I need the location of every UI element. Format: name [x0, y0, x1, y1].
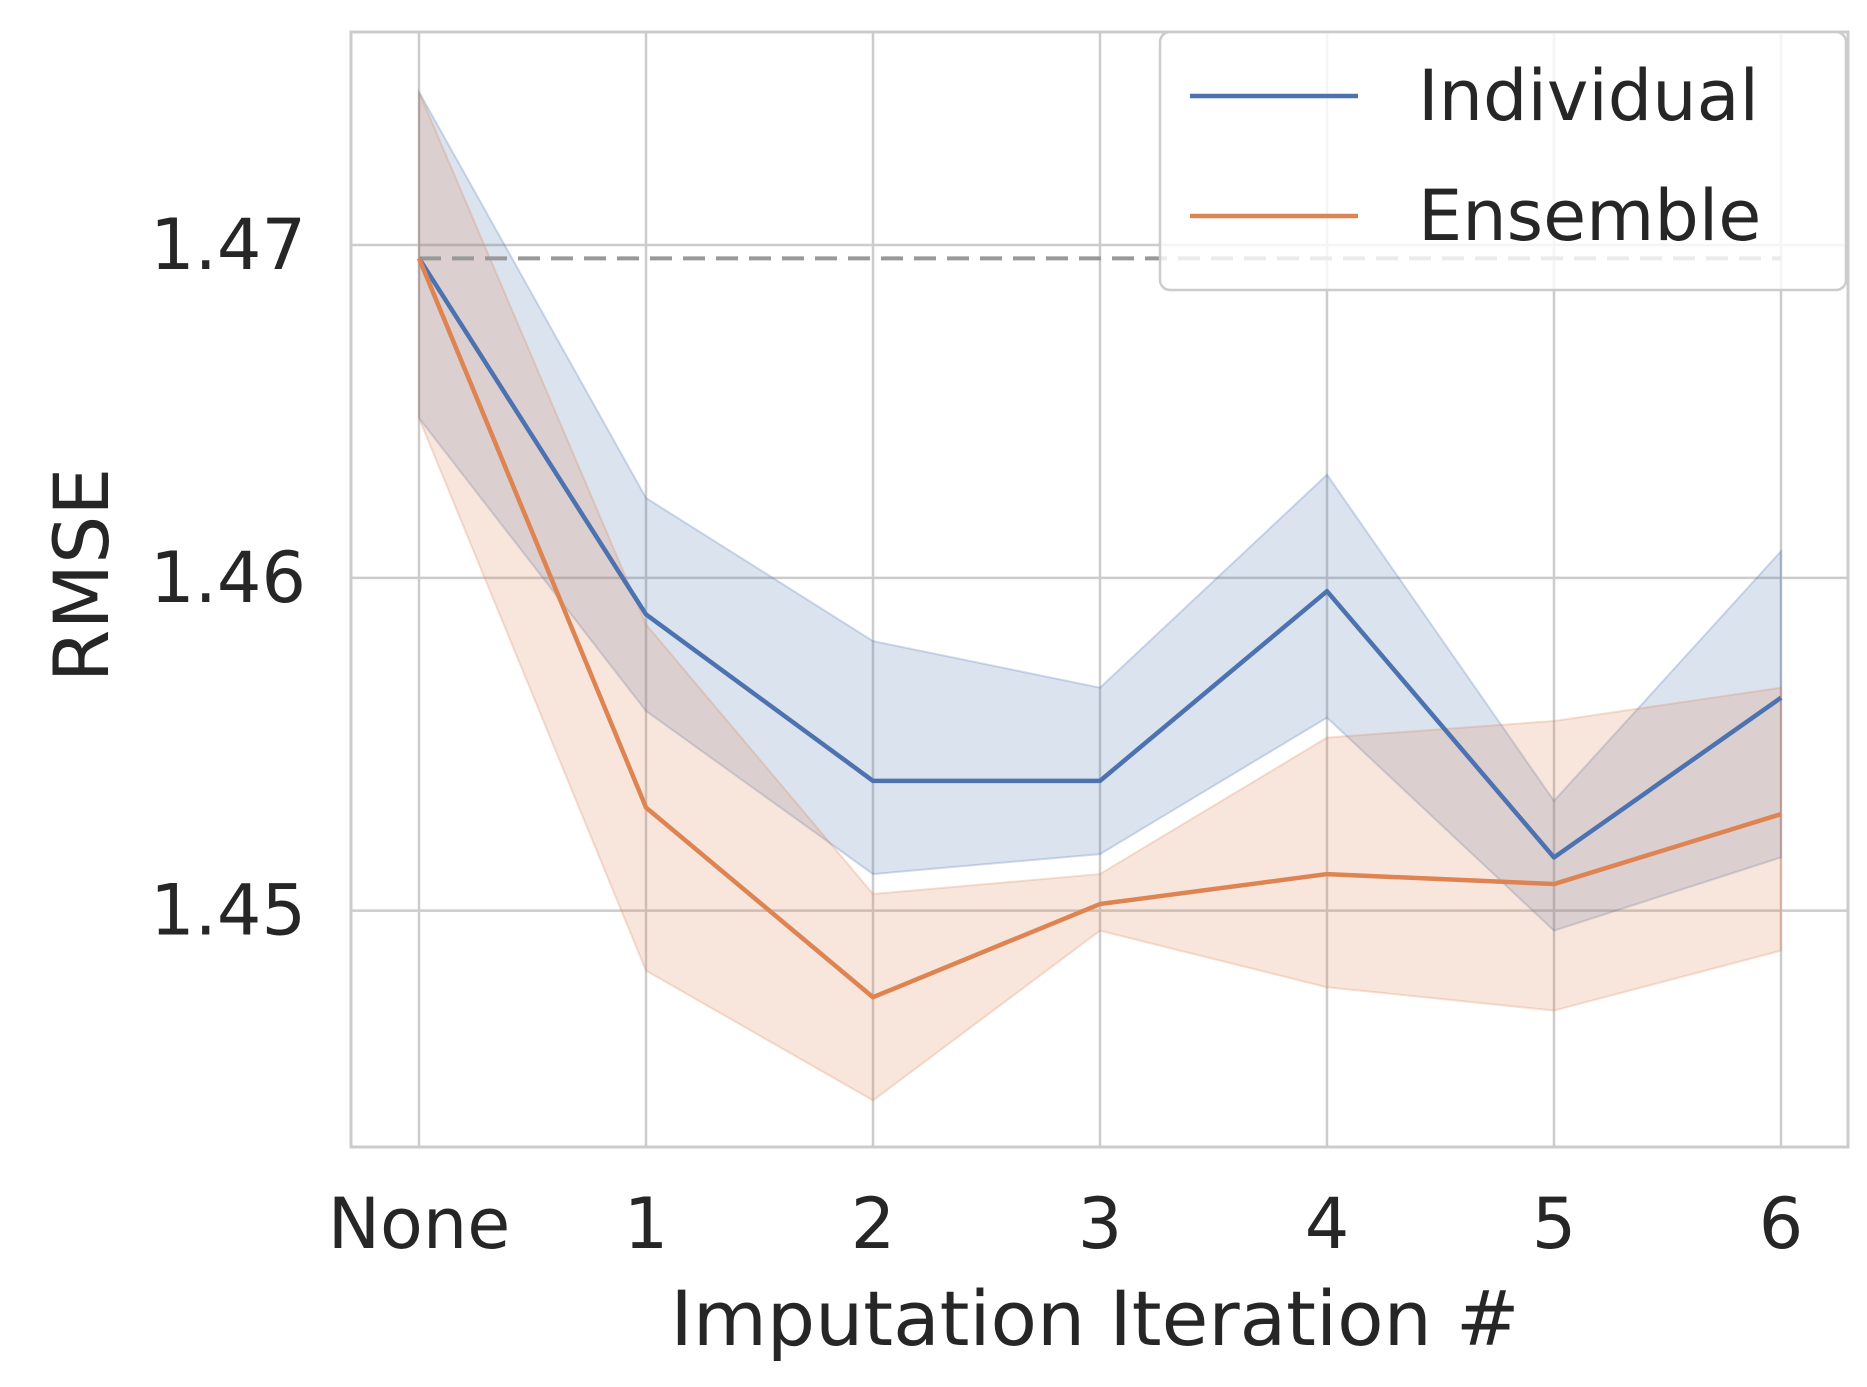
y-tick-0: 1.45: [150, 870, 306, 952]
x-tick-4: 4: [1305, 1183, 1350, 1265]
x-tick-2: 2: [851, 1183, 896, 1265]
series-lines: [416, 257, 1783, 1000]
x-tick-1: 1: [624, 1183, 669, 1265]
y-axis-label: RMSE: [37, 468, 126, 683]
legend-label-individual: Individual: [1418, 55, 1759, 137]
x-tick-5: 5: [1532, 1183, 1577, 1265]
y-tick-1: 1.46: [150, 537, 306, 619]
y-tick-2: 1.47: [150, 204, 306, 286]
legend: Individual Ensemble: [1158, 30, 1848, 292]
x-axis-label: Imputation Iteration #: [670, 1274, 1519, 1363]
x-tick-0: None: [328, 1183, 511, 1265]
y-tick-labels: 1.45 1.46 1.47: [150, 204, 306, 952]
x-tick-6: 6: [1759, 1183, 1804, 1265]
plot-frame: [349, 30, 1850, 1149]
x-tick-3: 3: [1078, 1183, 1123, 1265]
x-tick-labels: None 1 2 3 4 5 6: [328, 1183, 1804, 1265]
legend-label-ensemble: Ensemble: [1418, 175, 1761, 257]
band-ensemble: [418, 91, 1782, 1102]
line-ensemble: [416, 257, 1782, 1000]
line-individual: [417, 257, 1783, 860]
